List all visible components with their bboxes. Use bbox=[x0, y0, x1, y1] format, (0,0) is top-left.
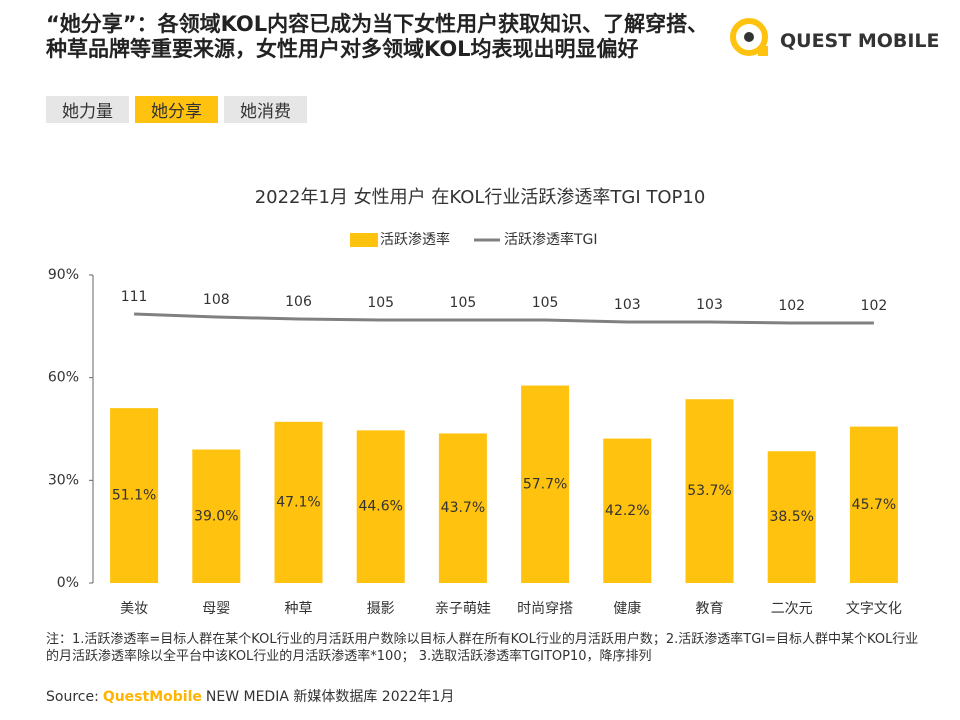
bar-value-label: 51.1% bbox=[112, 488, 156, 504]
notes: 注：1.活跃渗透率=目标人群在某个KOL行业的月活跃用户数除以目标人群在所有KO… bbox=[46, 631, 926, 665]
line-value-label: 108 bbox=[203, 292, 230, 308]
bar bbox=[192, 449, 241, 583]
line-value-label: 111 bbox=[121, 289, 148, 305]
x-tick-label: 亲子萌娃 bbox=[435, 601, 491, 617]
x-tick-label: 种草 bbox=[285, 601, 313, 617]
x-tick-label: 教育 bbox=[696, 601, 724, 617]
line-value-label: 102 bbox=[861, 298, 888, 314]
source: Source: QuestMobile NEW MEDIA 新媒体数据库 2022年… bbox=[46, 686, 454, 706]
bar-value-label: 45.7% bbox=[852, 497, 896, 513]
logo-text: QUEST MOBILE bbox=[780, 30, 940, 52]
line-value-label: 105 bbox=[450, 295, 477, 311]
x-tick-label: 时尚穿搭 bbox=[517, 601, 573, 617]
logo-icon bbox=[730, 18, 768, 56]
line bbox=[134, 312, 874, 325]
bar-value-label: 43.7% bbox=[441, 500, 485, 516]
bar bbox=[356, 430, 405, 583]
slide-title: “她分享”：各领域KOL内容已成为当下女性用户获取知识、了解穿搭、种草品牌等重要… bbox=[46, 12, 709, 61]
y-tick-label: 30% bbox=[48, 472, 79, 488]
note: 注：1.活跃渗透率=目标人群在某个KOL行业的月活跃用户数除以目标人群在所有KO… bbox=[46, 632, 919, 664]
x-tick-label: 健康 bbox=[613, 600, 641, 617]
bar bbox=[767, 451, 816, 583]
line-value-label: 105 bbox=[367, 295, 394, 311]
tab[interactable]: 她力量 bbox=[46, 96, 129, 123]
x-tick-label: 摄影 bbox=[367, 601, 395, 617]
bar-value-label: 53.7% bbox=[687, 483, 731, 499]
bar bbox=[685, 399, 734, 583]
bar-value-label: 47.1% bbox=[276, 494, 320, 510]
bar bbox=[521, 385, 570, 583]
chart-title: 2022年1月 女性用户 在KOL行业活跃渗透率TGI TOP10 bbox=[255, 187, 706, 208]
bar-value-label: 44.6% bbox=[358, 499, 402, 515]
legend-label: 活跃渗透率 bbox=[380, 231, 450, 248]
bar bbox=[438, 433, 487, 583]
bar-value-label: 38.5% bbox=[769, 509, 813, 525]
bar-value-label: 42.2% bbox=[605, 503, 649, 519]
x-tick-label: 二次元 bbox=[771, 601, 813, 617]
line-value-label: 105 bbox=[532, 295, 559, 311]
legend-swatch bbox=[350, 233, 378, 247]
line-value-label: 103 bbox=[696, 297, 723, 313]
bar bbox=[603, 438, 652, 583]
x-tick-label: 美妆 bbox=[120, 601, 148, 617]
line-value-label: 102 bbox=[778, 298, 805, 314]
x-tick-label: 母婴 bbox=[202, 601, 230, 617]
source-brand: QuestMobile bbox=[102, 689, 202, 705]
line-value-label: 103 bbox=[614, 297, 641, 313]
line-value-label: 106 bbox=[285, 294, 312, 310]
bar-value-label: 39.0% bbox=[194, 508, 238, 524]
bar-value-label: 57.7% bbox=[523, 476, 567, 492]
bar bbox=[274, 421, 323, 583]
source-label: Source: bbox=[46, 689, 99, 705]
source-text: NEW MEDIA 新媒体数据库 2022年1月 bbox=[205, 689, 455, 705]
tabs: 她力量 她分享 她消费 bbox=[46, 96, 307, 123]
x-tick-label: 文字文化 bbox=[846, 601, 902, 617]
bar bbox=[849, 426, 898, 583]
y-tick-label: 60% bbox=[48, 370, 79, 386]
y-tick-label: 0% bbox=[57, 575, 79, 591]
y-tick-label: 90% bbox=[48, 267, 79, 283]
tab[interactable]: 她消费 bbox=[224, 96, 307, 123]
bar bbox=[110, 408, 159, 583]
tab[interactable]: 她分享 bbox=[135, 96, 218, 123]
legend-label: 活跃渗透率TGI bbox=[504, 231, 598, 248]
